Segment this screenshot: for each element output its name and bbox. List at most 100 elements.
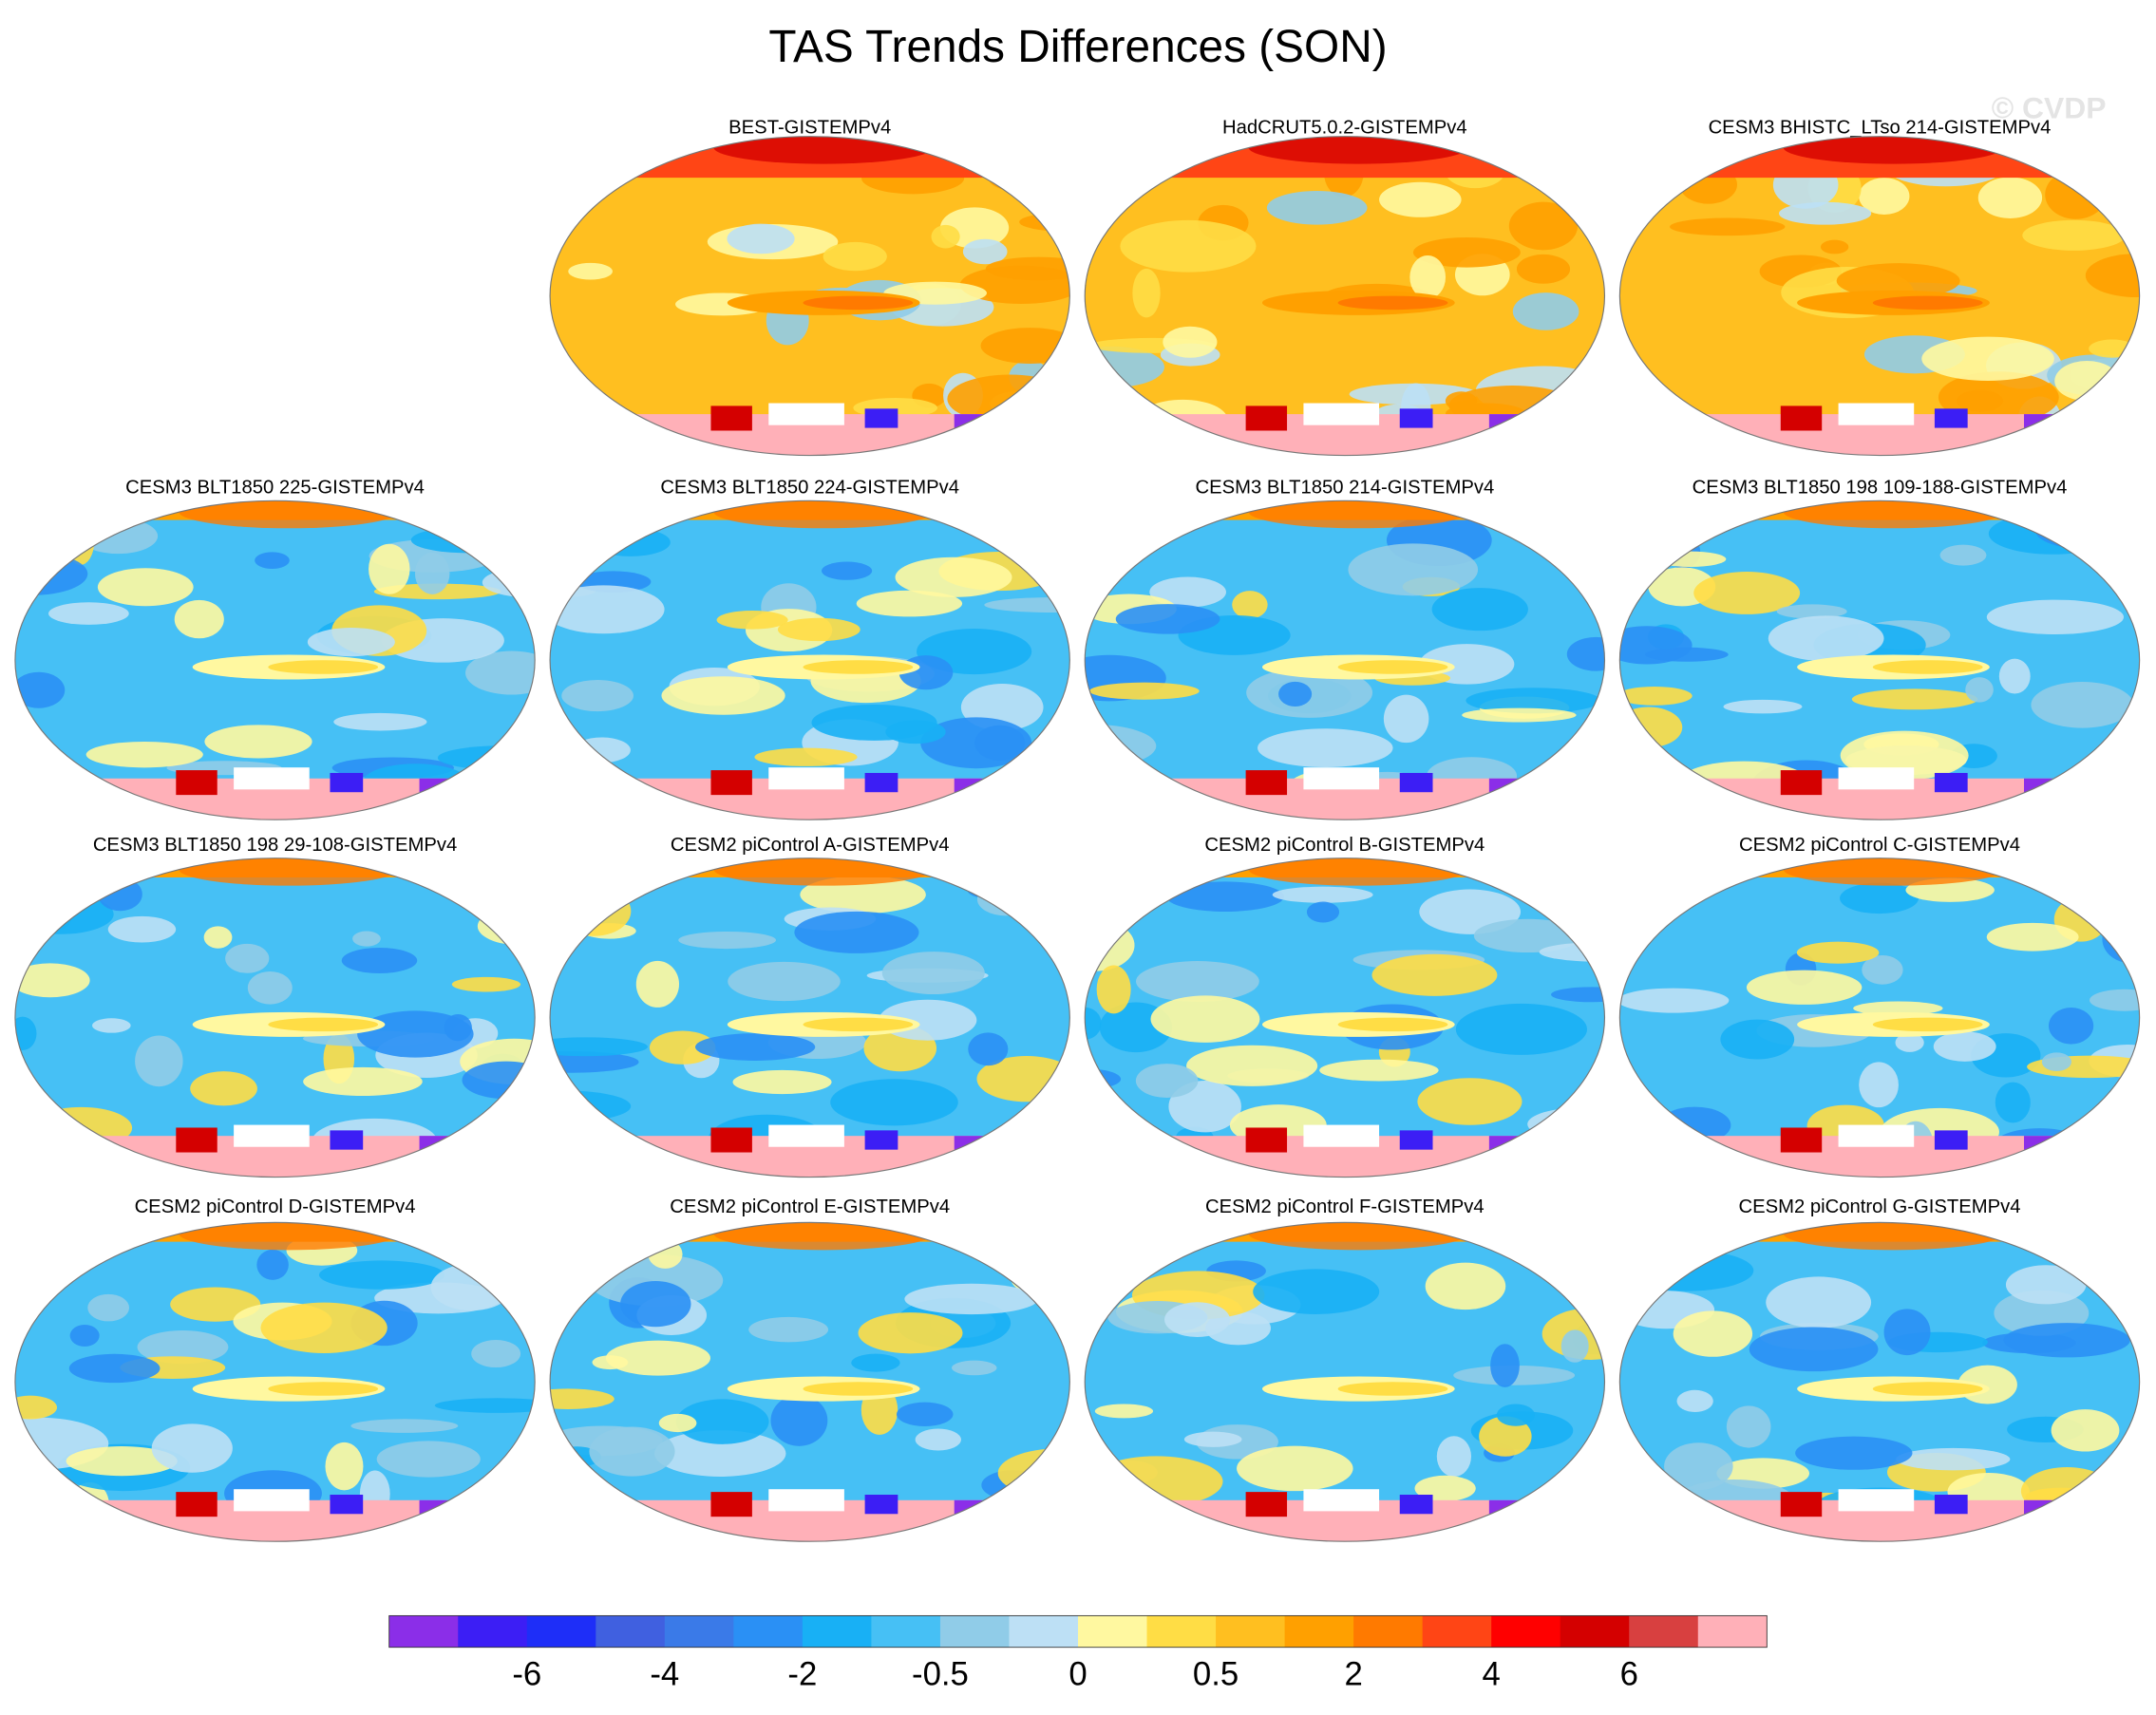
map-region <box>48 602 129 625</box>
map-region <box>988 164 1057 193</box>
map-region <box>590 528 671 556</box>
colorbar-box <box>733 1615 804 1648</box>
map-region <box>2041 1052 2071 1072</box>
map-region <box>477 907 536 946</box>
map-region <box>851 1353 900 1372</box>
map-panel <box>550 136 1070 456</box>
panel-title: CESM2 piControl C-GISTEMPv4 <box>1739 835 2020 856</box>
map-region <box>369 543 410 594</box>
map-region <box>1995 1082 2031 1123</box>
map-region <box>550 396 580 419</box>
map-region <box>14 1395 58 1420</box>
map-region <box>661 676 785 715</box>
map-region <box>69 1325 100 1347</box>
map-region <box>710 1127 752 1153</box>
map-region <box>325 1442 364 1491</box>
map-region <box>1859 1062 1899 1108</box>
map-region <box>768 767 844 790</box>
map-region <box>482 567 536 598</box>
map-region <box>256 1249 289 1280</box>
map-region <box>1933 1031 1996 1062</box>
map-region <box>635 960 680 1008</box>
map-region <box>1654 551 1727 567</box>
map-region <box>1527 152 1605 190</box>
map-region <box>1986 922 2079 952</box>
map-outline <box>1084 499 1606 820</box>
map-panel <box>1085 500 1605 820</box>
map-region <box>803 1382 914 1396</box>
map-region <box>654 1430 786 1478</box>
map-panel <box>1085 136 1605 456</box>
colorbar-box <box>1491 1615 1561 1648</box>
map-region <box>605 1340 710 1376</box>
map-region <box>318 1260 445 1290</box>
map-region <box>1783 500 2004 529</box>
map-region <box>92 1018 131 1033</box>
panel-title: CESM3 BLT1850 225-GISTEMPv4 <box>125 478 425 499</box>
map-region <box>1306 901 1340 923</box>
map-region <box>904 1283 1039 1315</box>
map-region <box>434 1398 536 1413</box>
map-region <box>678 931 777 950</box>
map-region <box>1445 391 1478 411</box>
map-region <box>1425 1262 1506 1310</box>
map-region <box>1303 767 1380 790</box>
map-region <box>777 617 861 642</box>
map-region <box>550 1037 648 1057</box>
map-region <box>203 926 233 949</box>
map-panel <box>1619 1222 2140 1542</box>
map-region <box>1838 767 1915 790</box>
map-region <box>915 1428 961 1451</box>
map-region <box>1266 190 1368 225</box>
map-region <box>830 1079 958 1126</box>
map-region <box>14 963 90 998</box>
map-region <box>1560 1329 1589 1363</box>
figure-title: TAS Trends Differences (SON) <box>768 22 1387 72</box>
map-region <box>97 568 194 607</box>
map-region <box>550 1388 615 1409</box>
map-region <box>255 552 290 570</box>
map-region <box>14 1016 37 1050</box>
panel-title: CESM2 piControl E-GISTEMPv4 <box>670 1197 950 1217</box>
map-region <box>107 915 177 943</box>
map-region <box>1998 658 2031 694</box>
map-region <box>997 1448 1070 1498</box>
map-region <box>1838 403 1915 425</box>
map-region <box>14 1484 76 1526</box>
map-region <box>864 1130 898 1150</box>
colorbar-frame <box>388 1614 1768 1649</box>
colorbar-box <box>939 1615 1010 1648</box>
map-region <box>895 556 1012 597</box>
map-panel <box>14 1222 536 1542</box>
map-region <box>620 1281 691 1328</box>
map-region <box>1337 1017 1448 1032</box>
colorbar-box <box>1078 1615 1147 1648</box>
colorbar-label: -6 <box>512 1656 541 1692</box>
map-region <box>710 1492 752 1517</box>
map-region <box>176 1492 217 1517</box>
colorbar-box <box>526 1615 596 1648</box>
colorbar-box <box>1284 1615 1354 1648</box>
map-region <box>794 911 919 953</box>
colorbar-box <box>1216 1615 1286 1648</box>
map-region <box>1399 1130 1433 1150</box>
map-region <box>1120 219 1257 273</box>
map-region <box>1934 1495 1968 1515</box>
map-region <box>1473 918 1582 953</box>
colorbar-box <box>1009 1615 1079 1648</box>
map-region <box>1150 995 1260 1043</box>
map-region <box>713 500 934 529</box>
map-region <box>268 660 379 674</box>
map-region <box>550 927 571 958</box>
map-outline <box>14 858 536 1178</box>
map-region <box>1379 181 1462 217</box>
map-outline <box>549 499 1070 820</box>
map-region <box>1965 677 1994 703</box>
map-region <box>268 1382 379 1396</box>
map-region <box>174 599 224 639</box>
map-region <box>1551 987 1605 1003</box>
map-region <box>352 931 381 947</box>
map-region <box>1896 1447 2011 1471</box>
map-region <box>1479 1416 1532 1457</box>
map-outline <box>1084 1221 1606 1542</box>
